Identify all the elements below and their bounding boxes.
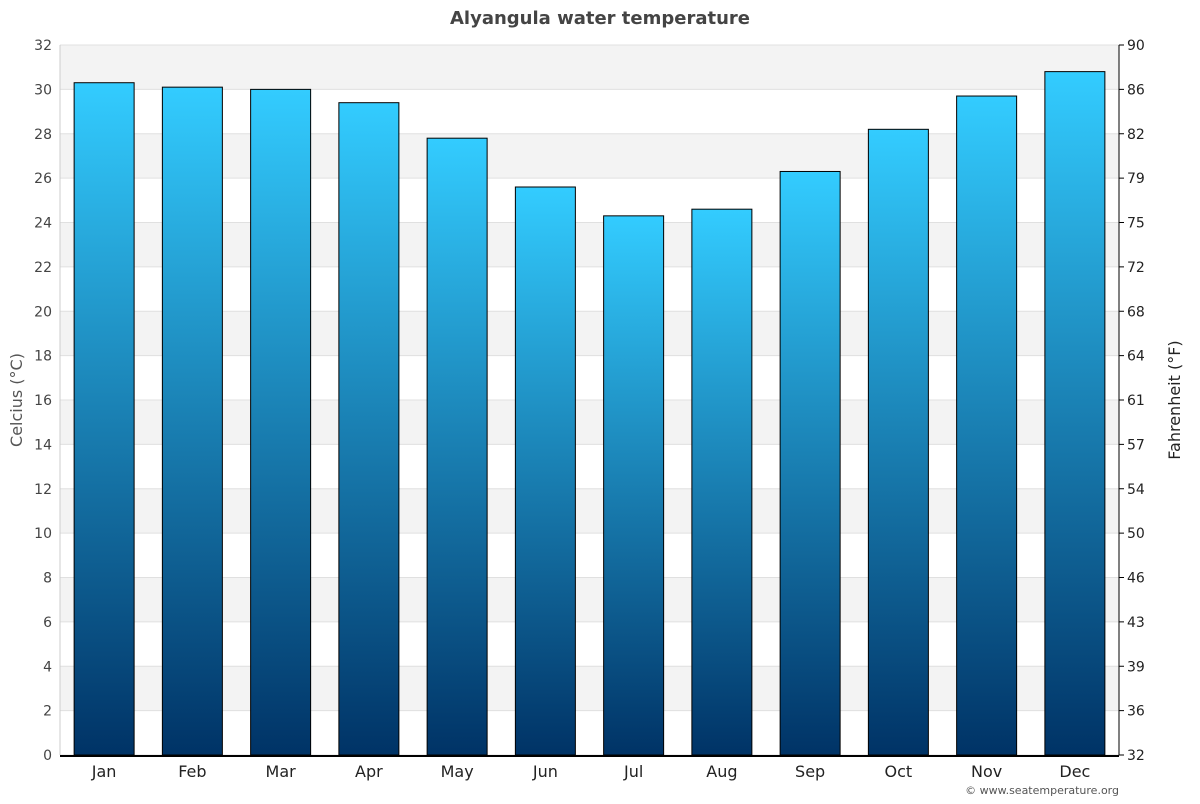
y-tick-label-right: 75 [1127, 216, 1145, 232]
bar-feb [161, 86, 223, 756]
bar-jul [603, 215, 665, 756]
y-tick-label-right: 43 [1127, 615, 1145, 631]
x-tick-label: Jun [532, 762, 558, 781]
x-tick-label: Dec [1059, 762, 1090, 781]
bar-dec [1044, 71, 1106, 756]
y-tick-label-left: 32 [34, 38, 52, 54]
x-tick-label: Mar [266, 762, 297, 781]
x-tick-label: Oct [885, 762, 913, 781]
grid-band [60, 488, 1119, 534]
y-tick-label-left: 12 [34, 482, 52, 498]
y-tick-label-right: 68 [1127, 304, 1145, 320]
y-tick-label-left: 14 [34, 437, 52, 453]
y-tick-label-left: 18 [34, 349, 52, 365]
chart-title: Alyangula water temperature [450, 8, 750, 29]
y-tick-label-right: 79 [1127, 171, 1145, 187]
y-tick-label-left: 0 [43, 748, 52, 764]
y-tick-label-left: 26 [34, 171, 52, 187]
y-axis-label-right: Fahrenheit (°F) [1165, 340, 1184, 459]
y-tick-label-left: 4 [43, 659, 52, 675]
y-tick-label-right: 32 [1127, 748, 1145, 764]
bar-nov [956, 95, 1018, 756]
y-tick-label-left: 8 [43, 571, 52, 587]
grid-band [60, 666, 1119, 711]
x-tick-label: Jul [623, 762, 643, 781]
bar-sep [779, 170, 841, 756]
grid-band [60, 45, 1119, 90]
bar-mar [250, 88, 312, 756]
y-tick-label-right: 54 [1127, 482, 1145, 498]
grid-band [60, 577, 1119, 622]
grid-band [60, 400, 1119, 445]
bar-oct [867, 128, 929, 756]
bar-apr [338, 102, 400, 756]
y-tick-label-right: 86 [1127, 82, 1145, 98]
x-tick-label: Nov [971, 762, 1002, 781]
bar-jun [514, 186, 576, 756]
y-axis-label-left: Celcius (°C) [7, 353, 26, 447]
x-tick-label: Jan [91, 762, 117, 781]
y-tick-label-right: 82 [1127, 127, 1145, 143]
credit-text: © www.seatemperature.org [965, 784, 1119, 797]
y-tick-label-left: 10 [34, 526, 52, 542]
bar-aug [691, 208, 753, 756]
x-tick-label: May [441, 762, 474, 781]
grid-band [60, 133, 1119, 179]
y-tick-label-left: 30 [34, 82, 52, 98]
y-tick-label-right: 57 [1127, 437, 1145, 453]
y-tick-label-right: 36 [1127, 704, 1145, 720]
y-tick-label-left: 28 [34, 127, 52, 143]
bar-may [426, 137, 488, 756]
y-tick-label-right: 90 [1127, 38, 1145, 54]
x-tick-label: Aug [706, 762, 737, 781]
y-tick-label-left: 22 [34, 260, 52, 276]
y-tick-label-left: 6 [43, 615, 52, 631]
bar-jan [73, 82, 135, 756]
grid-band [60, 311, 1119, 356]
y-tick-label-left: 20 [34, 304, 52, 320]
y-tick-label-left: 16 [34, 393, 52, 409]
y-tick-label-right: 50 [1127, 526, 1145, 542]
y-tick-label-right: 46 [1127, 571, 1145, 587]
y-tick-label-right: 72 [1127, 260, 1145, 276]
y-tick-label-right: 64 [1127, 349, 1145, 365]
x-tick-label: Feb [178, 762, 206, 781]
y-tick-label-left: 2 [43, 704, 52, 720]
y-tick-label-left: 24 [34, 216, 52, 232]
y-tick-label-right: 61 [1127, 393, 1145, 409]
x-tick-label: Sep [795, 762, 825, 781]
y-tick-label-right: 39 [1127, 659, 1145, 675]
x-tick-label: Apr [355, 762, 383, 781]
grid-band [60, 222, 1119, 267]
